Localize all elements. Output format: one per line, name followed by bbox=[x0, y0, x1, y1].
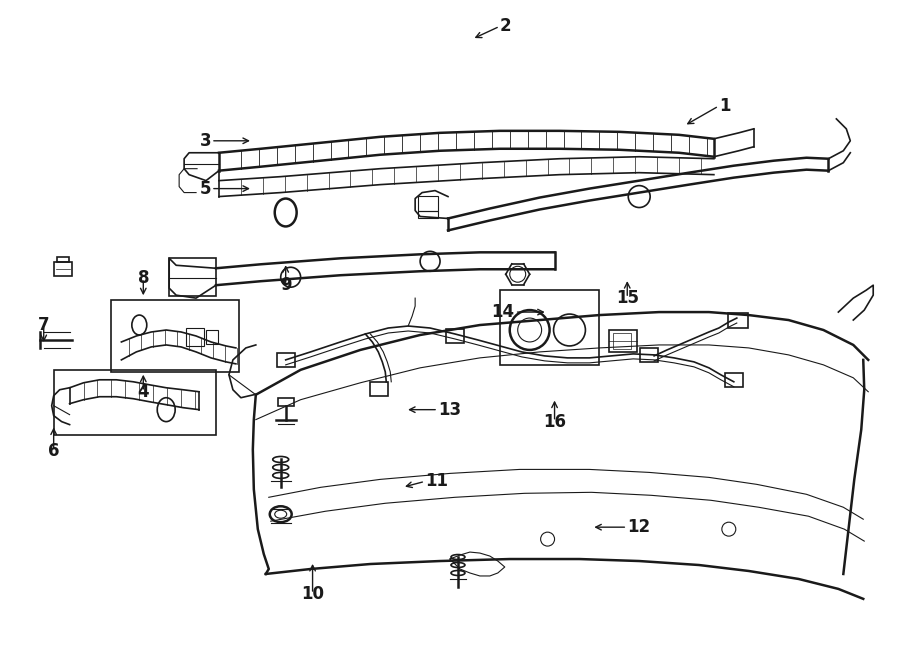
Text: 1: 1 bbox=[719, 97, 731, 115]
Text: 16: 16 bbox=[543, 412, 566, 430]
Text: 4: 4 bbox=[138, 383, 149, 401]
Bar bbox=[640, 348, 658, 362]
Bar bbox=[418, 210, 438, 219]
Text: 3: 3 bbox=[200, 132, 211, 150]
Text: 2: 2 bbox=[500, 17, 511, 35]
Text: 6: 6 bbox=[48, 442, 59, 461]
Bar bbox=[418, 196, 438, 210]
Bar bbox=[169, 258, 216, 296]
Bar bbox=[186, 328, 204, 346]
Bar bbox=[370, 382, 388, 396]
Text: 5: 5 bbox=[200, 180, 211, 198]
Text: 15: 15 bbox=[616, 289, 639, 307]
Bar bbox=[613, 333, 631, 349]
Bar bbox=[724, 373, 742, 387]
Bar bbox=[446, 329, 464, 343]
Text: 8: 8 bbox=[138, 269, 149, 288]
Text: 7: 7 bbox=[38, 316, 50, 334]
Text: 11: 11 bbox=[425, 473, 448, 490]
Bar bbox=[278, 398, 293, 406]
Bar bbox=[54, 370, 216, 434]
Bar bbox=[57, 257, 68, 262]
Text: 13: 13 bbox=[438, 401, 461, 418]
Bar bbox=[54, 262, 72, 276]
Bar bbox=[276, 353, 294, 367]
Text: 14: 14 bbox=[491, 303, 515, 321]
Bar bbox=[500, 290, 599, 365]
Bar bbox=[206, 330, 218, 344]
Text: 12: 12 bbox=[627, 518, 651, 536]
Bar bbox=[609, 330, 637, 352]
Text: 10: 10 bbox=[302, 585, 324, 603]
Text: 9: 9 bbox=[280, 276, 292, 294]
Bar bbox=[112, 300, 238, 372]
Bar bbox=[728, 313, 748, 328]
